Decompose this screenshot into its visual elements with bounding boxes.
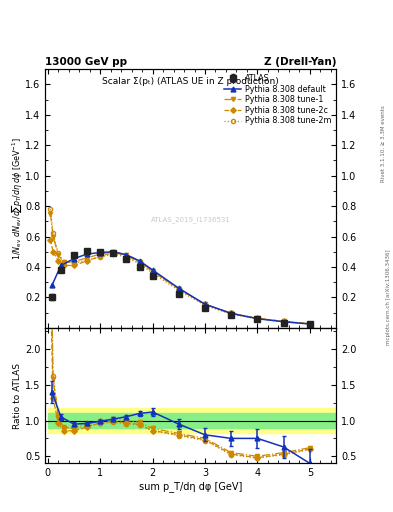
Pythia 8.308 tune-2m bbox=[307, 321, 312, 327]
Pythia 8.308 tune-2m bbox=[61, 259, 66, 265]
Pythia 8.308 tune-2m bbox=[98, 254, 103, 260]
Pythia 8.308 tune-1 bbox=[307, 321, 312, 327]
Pythia 8.308 tune-2m bbox=[111, 251, 116, 257]
Pythia 8.308 tune-1 bbox=[56, 252, 61, 258]
Text: 13000 GeV pp: 13000 GeV pp bbox=[45, 56, 127, 67]
Pythia 8.308 tune-2m bbox=[137, 261, 142, 267]
Pythia 8.308 default bbox=[255, 315, 260, 322]
Pythia 8.308 tune-1 bbox=[255, 315, 260, 322]
Pythia 8.308 tune-1 bbox=[85, 255, 90, 261]
Pythia 8.308 tune-2m bbox=[229, 311, 233, 317]
Pythia 8.308 tune-1 bbox=[176, 286, 181, 292]
Pythia 8.308 default bbox=[124, 252, 129, 258]
Text: ATLAS_2019_I1736531: ATLAS_2019_I1736531 bbox=[151, 216, 231, 223]
Pythia 8.308 tune-2m bbox=[176, 287, 181, 293]
Pythia 8.308 tune-2c bbox=[176, 286, 181, 292]
Pythia 8.308 tune-2c bbox=[307, 321, 312, 327]
Pythia 8.308 tune-2c bbox=[137, 259, 142, 265]
Pythia 8.308 tune-2m bbox=[281, 318, 286, 325]
Pythia 8.308 default bbox=[50, 282, 54, 288]
Pythia 8.308 tune-1 bbox=[137, 259, 142, 265]
Pythia 8.308 tune-2c bbox=[51, 249, 55, 255]
Pythia 8.308 tune-2m bbox=[203, 302, 208, 308]
Pythia 8.308 tune-1 bbox=[51, 233, 55, 240]
Pythia 8.308 tune-1 bbox=[203, 301, 208, 307]
Pythia 8.308 tune-2m bbox=[56, 250, 61, 257]
Line: Pythia 8.308 tune-1: Pythia 8.308 tune-1 bbox=[48, 211, 312, 326]
Pythia 8.308 tune-1 bbox=[111, 249, 116, 255]
Pythia 8.308 tune-2c bbox=[61, 262, 66, 268]
X-axis label: sum p_T/dη dφ [GeV]: sum p_T/dη dφ [GeV] bbox=[139, 481, 242, 492]
Pythia 8.308 tune-2c bbox=[72, 262, 76, 268]
Pythia 8.308 tune-1 bbox=[98, 251, 103, 257]
Pythia 8.308 tune-2c bbox=[281, 318, 286, 325]
Pythia 8.308 default bbox=[85, 251, 90, 257]
Pythia 8.308 default bbox=[307, 321, 312, 327]
Pythia 8.308 tune-2m bbox=[150, 270, 155, 276]
Pythia 8.308 tune-2m bbox=[51, 230, 55, 237]
Pythia 8.308 tune-1 bbox=[150, 268, 155, 274]
Pythia 8.308 default bbox=[203, 301, 208, 307]
Pythia 8.308 default bbox=[229, 310, 233, 316]
Pythia 8.308 default bbox=[59, 262, 63, 268]
Pythia 8.308 tune-1 bbox=[124, 252, 129, 258]
Legend: ATLAS, Pythia 8.308 default, Pythia 8.308 tune-1, Pythia 8.308 tune-2c, Pythia 8: ATLAS, Pythia 8.308 default, Pythia 8.30… bbox=[223, 73, 332, 126]
Y-axis label: $1/N_{\rm ev}\ dN_{\rm ev}/d\!\sum\!p_T/d\eta\,d\phi\ [\rm GeV^{-1}]$: $1/N_{\rm ev}\ dN_{\rm ev}/d\!\sum\!p_T/… bbox=[9, 137, 24, 260]
Pythia 8.308 tune-2c bbox=[98, 253, 103, 260]
Pythia 8.308 tune-2m bbox=[85, 257, 90, 263]
Text: Scalar Σ(pₜ) (ATLAS UE in Z production): Scalar Σ(pₜ) (ATLAS UE in Z production) bbox=[102, 77, 279, 86]
Text: Z (Drell-Yan): Z (Drell-Yan) bbox=[264, 56, 336, 67]
Pythia 8.308 default bbox=[111, 249, 116, 255]
Line: Pythia 8.308 default: Pythia 8.308 default bbox=[50, 249, 312, 327]
Pythia 8.308 tune-2m bbox=[48, 206, 53, 212]
Pythia 8.308 tune-2m bbox=[72, 260, 76, 266]
Pythia 8.308 default bbox=[150, 267, 155, 273]
Pythia 8.308 default bbox=[137, 258, 142, 264]
Pythia 8.308 tune-2c bbox=[56, 258, 61, 264]
Pythia 8.308 default bbox=[72, 255, 76, 262]
Y-axis label: Ratio to ATLAS: Ratio to ATLAS bbox=[13, 362, 22, 429]
Pythia 8.308 tune-1 bbox=[229, 310, 233, 316]
Pythia 8.308 tune-2m bbox=[255, 315, 260, 322]
Pythia 8.308 tune-1 bbox=[61, 259, 66, 265]
Pythia 8.308 tune-2c bbox=[48, 237, 53, 243]
Pythia 8.308 tune-1 bbox=[48, 210, 53, 217]
Pythia 8.308 tune-1 bbox=[72, 259, 76, 265]
Pythia 8.308 default bbox=[98, 249, 103, 255]
Pythia 8.308 tune-1 bbox=[281, 318, 286, 325]
Pythia 8.308 tune-2c bbox=[111, 249, 116, 255]
Pythia 8.308 tune-2c bbox=[124, 252, 129, 259]
Pythia 8.308 tune-2c bbox=[85, 258, 90, 264]
Pythia 8.308 tune-2c bbox=[255, 315, 260, 322]
Text: Rivet 3.1.10, ≥ 3.3M events: Rivet 3.1.10, ≥ 3.3M events bbox=[381, 105, 386, 182]
Text: mcplots.cern.ch [arXiv:1306.3436]: mcplots.cern.ch [arXiv:1306.3436] bbox=[386, 249, 391, 345]
Pythia 8.308 default bbox=[176, 285, 181, 291]
Pythia 8.308 tune-2m bbox=[124, 254, 129, 260]
Pythia 8.308 tune-2c bbox=[150, 268, 155, 274]
Pythia 8.308 tune-2c bbox=[203, 301, 208, 307]
Line: Pythia 8.308 tune-2c: Pythia 8.308 tune-2c bbox=[48, 238, 312, 326]
Line: Pythia 8.308 tune-2m: Pythia 8.308 tune-2m bbox=[48, 207, 312, 326]
Pythia 8.308 default bbox=[281, 318, 286, 325]
Pythia 8.308 tune-2c bbox=[229, 310, 233, 316]
